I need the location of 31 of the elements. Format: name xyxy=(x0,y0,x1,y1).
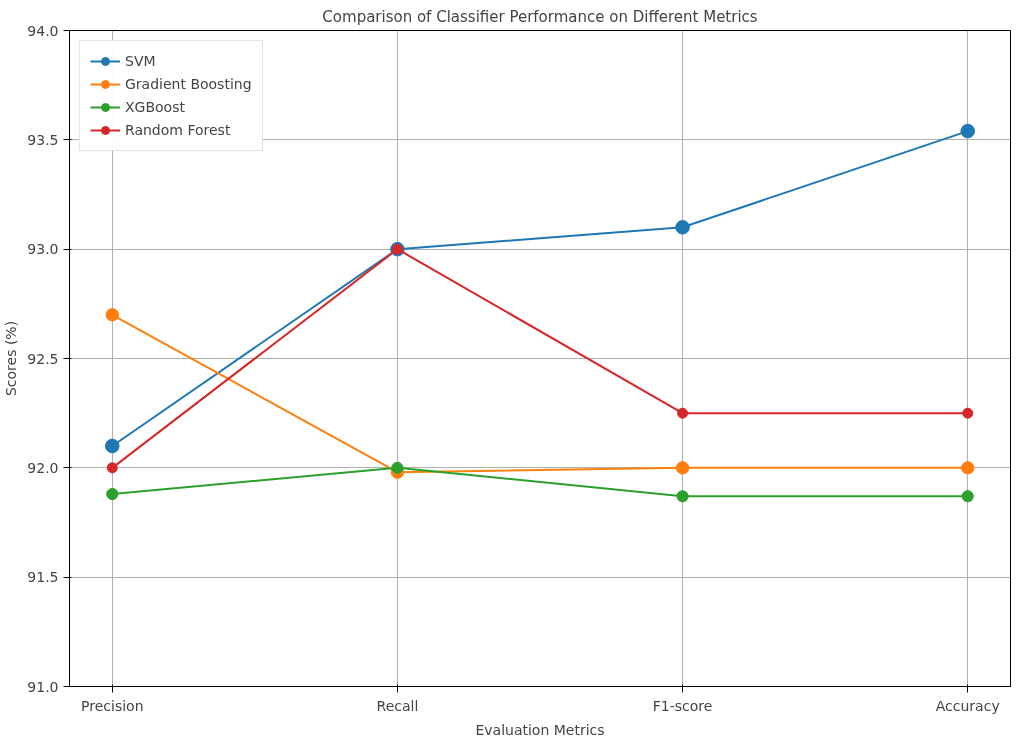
y-tick-label: 93.5 xyxy=(27,131,59,148)
x-tick-label: Accuracy xyxy=(935,697,1000,714)
legend-label: Random Forest xyxy=(125,122,231,138)
point xyxy=(675,220,690,235)
y-tick-label: 94.0 xyxy=(27,22,59,39)
x-tick-label: Recall xyxy=(376,697,419,714)
point xyxy=(677,407,689,419)
point xyxy=(106,462,118,474)
legend-label: SVM xyxy=(125,53,156,69)
point xyxy=(961,461,975,475)
point xyxy=(105,308,119,322)
x-tick-label: Precision xyxy=(81,697,144,714)
point xyxy=(962,407,974,419)
point xyxy=(675,461,690,475)
legend-label: XGBoost xyxy=(125,99,185,115)
y-axis-title: Scores (%) xyxy=(3,320,20,397)
point xyxy=(960,123,976,139)
point xyxy=(676,490,689,503)
point xyxy=(106,487,119,501)
point xyxy=(104,438,120,454)
point xyxy=(391,461,404,474)
point xyxy=(961,490,974,503)
legend-label: Gradient Boosting xyxy=(125,76,252,92)
x-tick-label: F1-score xyxy=(652,697,713,714)
y-tick-label: 92.0 xyxy=(27,459,59,476)
y-tick-label: 91.0 xyxy=(27,678,59,695)
y-tick-label: 91.5 xyxy=(27,569,59,586)
chart-title: Comparison of Classifier Performance on Different Metrics xyxy=(322,7,758,26)
y-tick-label: 92.5 xyxy=(27,350,59,367)
x-axis-title: Evaluation Metrics xyxy=(475,721,605,738)
y-tick-label: 93.0 xyxy=(27,241,59,258)
